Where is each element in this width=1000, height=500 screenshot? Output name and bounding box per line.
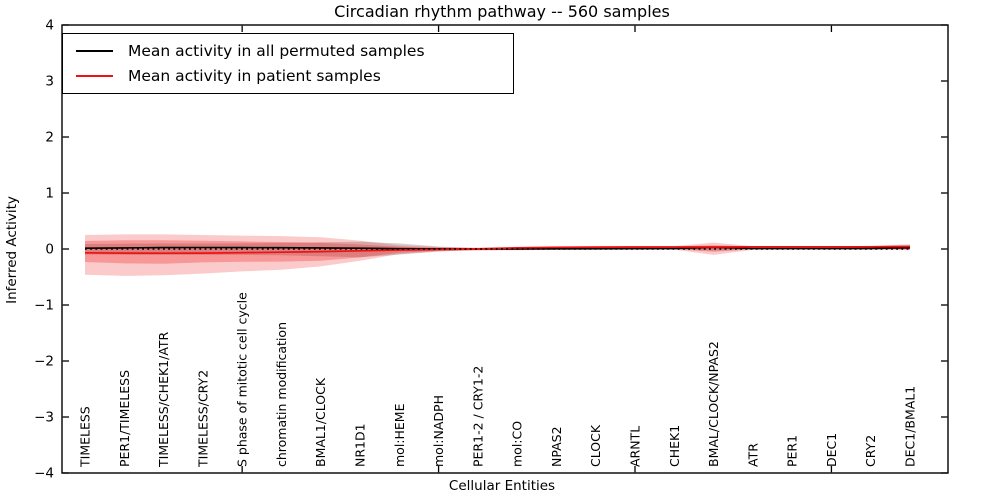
y-tick-label: −4: [34, 466, 54, 482]
x-category-label: ARNTL: [628, 426, 643, 467]
x-category-label: CHEK1: [667, 425, 682, 467]
x-category-label: ATR: [745, 443, 760, 467]
y-tick-label: 4: [45, 18, 54, 34]
y-tick-label: 2: [45, 130, 54, 146]
x-category-label: S phase of mitotic cell cycle: [235, 292, 250, 467]
legend-item-patient: Mean activity in patient samples: [76, 67, 513, 85]
x-category-label: DEC1: [824, 433, 839, 467]
x-category-label: TIMELESS/CHEK1/ATR: [156, 331, 171, 468]
legend-label-patient: Mean activity in patient samples: [128, 67, 381, 86]
x-category-label: TIMELESS: [78, 406, 93, 468]
legend-line-permuted-swatch: [76, 49, 113, 52]
x-category-label: mol:HEME: [392, 403, 407, 467]
x-category-label: BMAL1/CLOCK: [313, 377, 328, 467]
y-axis-label: Inferred Activity: [4, 196, 20, 304]
x-category-label: BMAL/CLOCK/NPAS2: [706, 341, 721, 467]
axes-frame: [61, 24, 949, 474]
x-category-label: PER1: [785, 435, 800, 467]
y-tick-label: −1: [34, 298, 54, 314]
y-tick-label: 0: [45, 242, 54, 258]
x-category-label: chromatin modification: [274, 322, 289, 467]
x-category-label: CRY2: [863, 435, 878, 467]
chart-title: Circadian rhythm pathway -- 560 samples: [334, 2, 670, 21]
x-category-label: NPAS2: [549, 426, 564, 467]
x-category-label: PER1-2 / CRY1-2: [470, 366, 485, 467]
y-tick-label: 1: [45, 186, 54, 202]
x-category-label: mol:NADPH: [431, 395, 446, 467]
y-tick-label: −3: [34, 410, 54, 426]
legend-label-permuted: Mean activity in all permuted samples: [128, 41, 425, 60]
legend: Mean activity in all permuted samples Me…: [62, 33, 514, 94]
x-category-label: DEC1/BMAL1: [903, 386, 918, 467]
y-tick-label: 3: [45, 74, 54, 90]
band-patient-outer: [85, 234, 910, 276]
x-category-label: NR1D1: [353, 423, 368, 467]
band-patient-inner: [85, 240, 910, 264]
x-category-label: TIMELESS/CRY2: [195, 370, 210, 468]
x-category-label: CLOCK: [588, 424, 603, 467]
x-category-label: mol:CO: [510, 421, 525, 467]
y-tick-label: −2: [34, 354, 54, 370]
legend-line-patient-swatch: [76, 75, 113, 78]
x-axis-label: Cellular Entities: [448, 478, 556, 494]
x-category-label: PER1/TIMELESS: [117, 370, 132, 467]
legend-item-permuted: Mean activity in all permuted samples: [76, 42, 513, 60]
